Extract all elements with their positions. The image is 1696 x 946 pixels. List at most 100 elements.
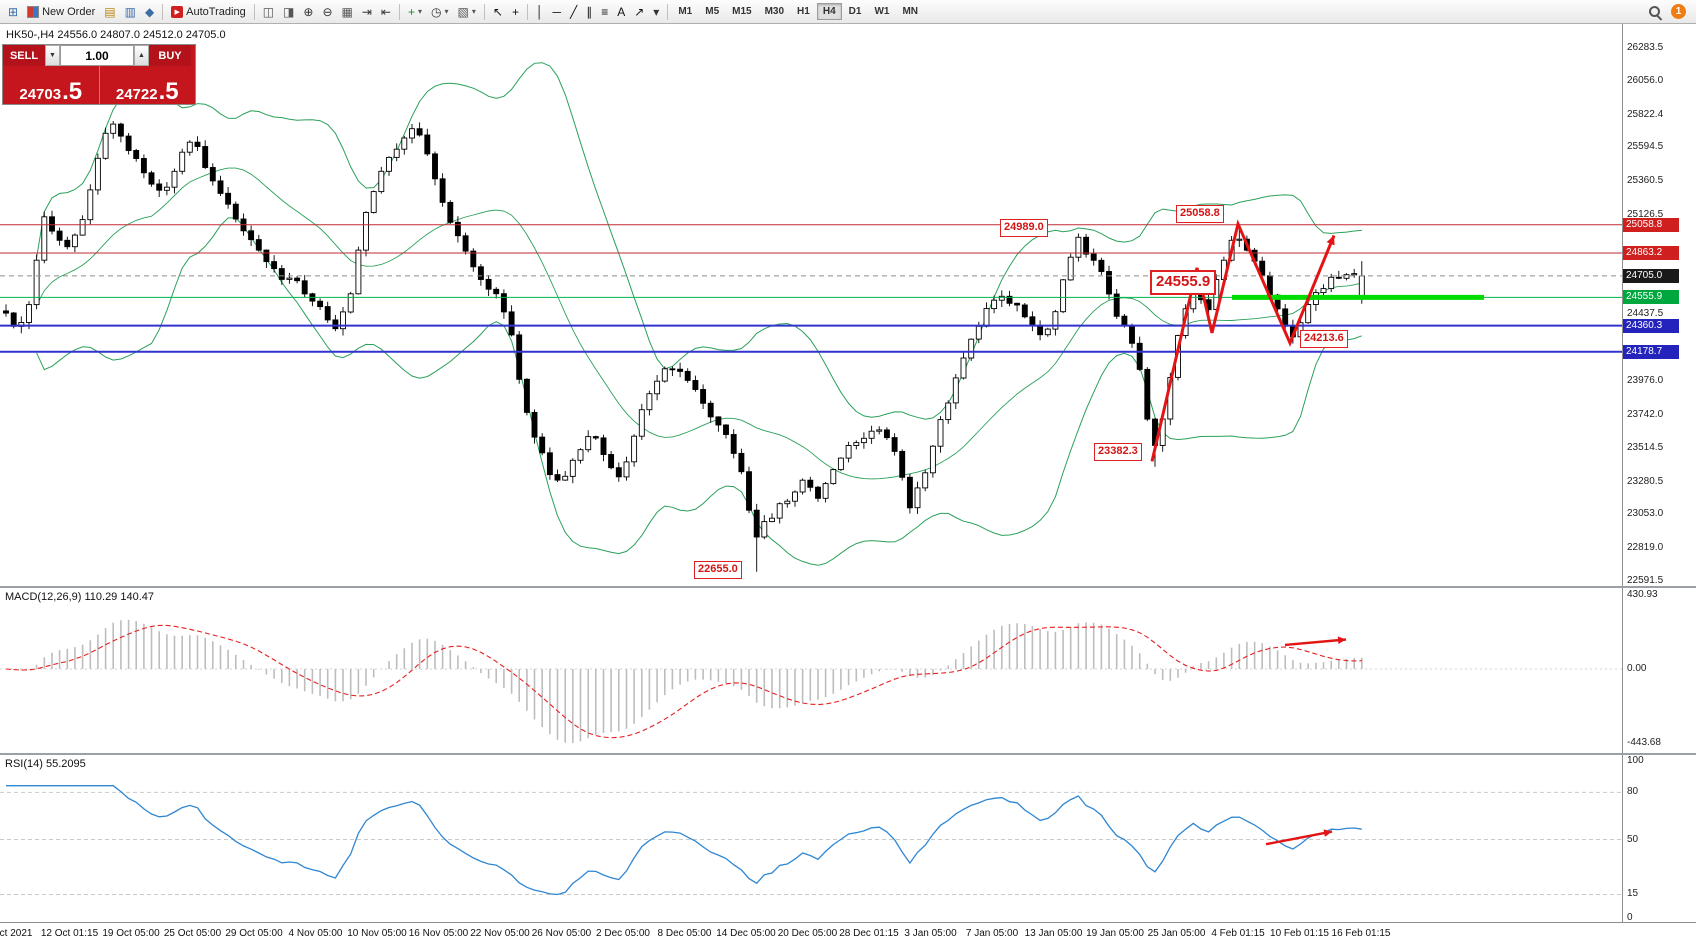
auto-scroll-icon: ⇥ [361,4,372,19]
macd-arrow [1284,638,1347,647]
horizontal-line-button[interactable]: ─ [548,2,565,22]
templates-icon: ▧ [457,4,469,19]
candle-bodies [3,123,1365,538]
time-axis-label: 10 Feb 01:15 [1270,928,1329,939]
caret-down-icon: ▾ [471,7,476,16]
autotrading-button[interactable]: ▶ AutoTrading [167,2,250,22]
trade-panel-controls: SELL ▼ ▲ BUY [3,45,195,66]
pane-separator[interactable] [0,753,1696,755]
timeframe-h1-button[interactable]: H1 [791,3,816,20]
buy-price-main: 24722 [115,86,158,103]
trend-arrow-head [1326,235,1335,246]
price-axis[interactable]: 26283.5 26056.0 25822.4 25594.5 25360.5 25126… [1622,24,1696,923]
price-axis-label: 23742.0 [1627,408,1664,420]
timeframe-m5-button[interactable]: M5 [699,3,725,20]
time-axis-label: 16 Feb 01:15 [1331,928,1391,939]
time-axis-label: 22 Nov 05:00 [470,928,530,939]
timeframe-w1-button[interactable]: W1 [868,3,895,20]
price-axis-label: 23514.5 [1627,441,1664,453]
chart-shift-button[interactable]: ⇤ [377,2,395,22]
price-axis-label: 22591.5 [1627,574,1664,586]
tile-windows-button[interactable]: ▦ [338,2,357,22]
cursor-button[interactable]: ↖ [489,2,507,22]
arrows-tool-button[interactable]: ↗ [630,2,648,22]
rsi-axis-label: 15 [1627,888,1639,900]
price-badge-24705.0: 24705.0 [1623,268,1679,283]
profiles-button[interactable]: ◫ [259,2,278,22]
equidistant-channel-icon: ∥ [586,4,593,19]
chart-ohlc-readout: HK50-,H4 24556.0 24807.0 24512.0 24705.0 [6,29,226,41]
pane-separator[interactable] [0,586,1696,588]
crosshair-button[interactable]: + [508,2,523,22]
fibonacci-retracement-button[interactable]: ≡ [597,2,612,22]
data-window-button[interactable]: ▥ [121,2,140,22]
indicators-button[interactable]: + ▾ [404,2,426,22]
text-label-button[interactable]: A [613,2,629,22]
toolbar-separator [483,3,485,20]
objects-dropdown-button[interactable]: ▾ [649,2,663,22]
equidistant-channel-button[interactable]: ∥ [582,2,596,22]
autotrading-label: AutoTrading [186,5,246,18]
price-axis-label: 23053.0 [1627,508,1664,520]
sell-button[interactable]: SELL [3,45,45,66]
time-axis-label: 14 Dec 05:00 [716,928,776,939]
fibonacci-retracement-icon: ≡ [601,4,609,19]
timeframe-mn-button[interactable]: MN [896,3,924,20]
trend-arrow [1150,219,1336,462]
time-axis-label: 16 Nov 05:00 [408,928,469,939]
time-axis-label: 8 Dec 05:00 [657,928,712,939]
price-axis-label: 26283.5 [1627,42,1664,53]
buy-price[interactable]: 24722 .5 [98,66,196,104]
navigator-icon: ◆ [144,4,155,19]
charts-bar-button[interactable]: ◨ [279,2,298,22]
sell-price[interactable]: 24703 .5 [3,66,99,104]
rsi-axis-label: 50 [1627,833,1639,845]
macd-arrow-head [1337,636,1346,644]
toolbar: ⊞ New Order ▤ ▥ ◆ ▶ AutoTrading ◫ ◨ ⊕ ⊖ ▦ ⇥ ⇤ + ▾ ◷ ▾ ▧ ▾ ↖ +… [0,0,1696,24]
navigator-button[interactable]: ◆ [141,2,158,22]
price-axis-label: 25126.5 [1627,209,1664,221]
sell-price-fraction: .5 [62,78,83,105]
toolbar-separator [253,3,255,20]
crosshair-icon: + [511,4,519,19]
volume-decrease-button[interactable]: ▼ [45,45,60,66]
templates-button[interactable]: ▧ ▾ [454,2,480,22]
data-window-icon: ▥ [124,4,136,19]
zoom-out-button[interactable]: ⊖ [318,2,336,22]
new-order-button[interactable]: New Order [23,2,99,22]
macd-axis-label: 430.93 [1627,589,1658,600]
timeframe-h4-button[interactable]: H4 [816,3,842,20]
candle-wicks [5,121,1363,572]
volume-increase-button[interactable]: ▲ [134,45,149,66]
chart-canvas[interactable] [0,24,1622,922]
text-label-icon: A [617,4,626,19]
buy-button[interactable]: BUY [149,45,191,66]
timeframe-m30-button[interactable]: M30 [759,3,790,20]
search-icon[interactable] [1647,4,1663,20]
zoom-in-button[interactable]: ⊕ [299,2,317,22]
timeframe-m1-button[interactable]: M1 [672,3,698,20]
periods-button[interactable]: ◷ ▾ [427,2,453,22]
notification-badge[interactable]: 1 [1671,4,1686,19]
bollinger-bands [36,62,1362,566]
time-axis-label: 2 Dec 05:00 [596,928,650,939]
auto-scroll-button[interactable]: ⇥ [358,2,376,22]
timeframe-d1-button[interactable]: D1 [843,3,868,20]
arrows-tool-icon: ↗ [634,4,645,19]
market-watch-button[interactable]: ▤ [100,2,119,22]
time-axis-label: 20 Dec 05:00 [777,928,838,939]
timeframe-m15-button[interactable]: M15 [726,3,757,20]
trendline-button[interactable]: ╱ [566,2,581,22]
time-axis-label: 19 Jan 05:00 [1086,928,1144,939]
price-axis-label: 26056.0 [1627,74,1664,86]
caret-down-icon: ▾ [444,7,449,16]
new-chart-button[interactable]: ⊞ [4,2,22,22]
new-order-label: New Order [42,5,96,18]
time-axis-label: 25 Jan 05:00 [1147,928,1206,939]
vertical-line-button[interactable]: │ [532,2,548,22]
volume-input[interactable] [60,45,134,66]
time-axis-label: 19 Oct 05:00 [102,928,160,939]
time-axis-label: 10 Nov 05:00 [347,928,407,939]
zoom-in-icon: ⊕ [303,4,314,19]
